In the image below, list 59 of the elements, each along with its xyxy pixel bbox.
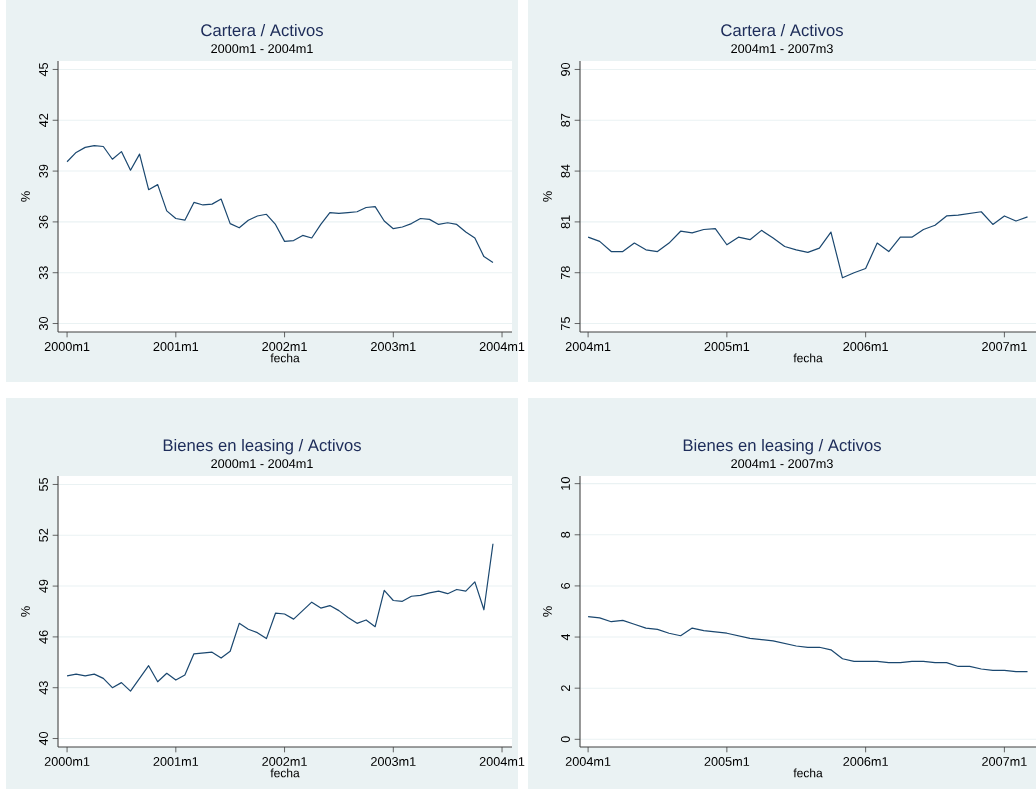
x-tick-label: 2000m1 xyxy=(44,757,90,766)
x-tick-label: 2006m1 xyxy=(843,342,888,351)
y-tick-label: 39 xyxy=(38,164,48,178)
y-tick-label: 84 xyxy=(560,164,570,178)
y-tick-label: 45 xyxy=(39,62,48,77)
y-tick-label: 0 xyxy=(560,736,570,743)
x-tick-label: 2002m1 xyxy=(262,342,307,351)
chart-subtitle: 2004m1 - 2007m3 xyxy=(731,44,833,54)
y-tick-label: 36 xyxy=(38,215,48,229)
x-axis-title: fecha xyxy=(793,768,823,778)
x-tick-label: 2007m1 xyxy=(982,757,1027,766)
y-tick-label: 46 xyxy=(38,630,48,644)
x-tick-label: 2000m1 xyxy=(44,342,90,351)
y-axis-title: % xyxy=(20,606,30,617)
chart-subtitle: 2000m1 - 2004m1 xyxy=(211,44,313,54)
y-tick-label: 55 xyxy=(39,477,48,491)
x-axis-title: fecha xyxy=(793,353,823,363)
y-tick-label: 8 xyxy=(560,531,570,538)
y-tick-label: 33 xyxy=(38,266,48,280)
chart-title: Bienes en leasing / Activos xyxy=(163,438,361,455)
y-tick-label: 6 xyxy=(560,582,570,589)
x-tick-label: 2004m1 xyxy=(565,757,611,766)
x-tick-label: 2004m1 xyxy=(565,342,611,351)
x-axis-title: fecha xyxy=(270,353,300,363)
y-tick-label: 52 xyxy=(38,528,48,542)
y-tick-label: 87 xyxy=(560,113,570,127)
y-tick-label: 43 xyxy=(38,681,48,695)
x-tick-label: 2001m1 xyxy=(153,757,199,766)
x-tick-label: 2006m1 xyxy=(843,757,888,766)
x-tick-label: 2003m1 xyxy=(371,342,416,351)
x-tick-label: 2005m1 xyxy=(704,342,750,351)
chart-title: Bienes en leasing / Activos xyxy=(683,438,881,455)
y-axis-title: % xyxy=(542,606,552,617)
chart-subtitle: 2000m1 - 2004m1 xyxy=(211,459,313,469)
x-tick-label: 2005m1 xyxy=(704,757,750,766)
y-tick-label: 10 xyxy=(560,477,570,490)
y-axis-title: % xyxy=(20,191,30,202)
x-tick-label: 2002m1 xyxy=(262,757,307,766)
y-axis-title: % xyxy=(542,191,552,202)
y-tick-label: 2 xyxy=(561,685,570,692)
x-tick-label: 2007m1 xyxy=(982,342,1027,351)
x-tick-label: 2004m1 xyxy=(479,342,525,351)
y-tick-label: 49 xyxy=(38,579,48,593)
chart-title: Cartera / Activos xyxy=(721,23,843,37)
x-tick-label: 2004m1 xyxy=(479,757,525,766)
y-tick-label: 42 xyxy=(39,113,48,128)
x-tick-label: 2003m1 xyxy=(371,757,416,766)
line-series xyxy=(66,145,494,264)
x-axis-title: fecha xyxy=(270,768,300,778)
y-tick-label: 4 xyxy=(561,633,570,641)
y-tick-label: 90 xyxy=(560,62,570,76)
chart-subtitle: 2004m1 - 2007m3 xyxy=(731,459,833,469)
y-tick-label: 40 xyxy=(38,731,48,746)
chart-title: Cartera / Activos xyxy=(201,23,323,37)
y-tick-label: 75 xyxy=(561,317,570,330)
y-tick-label: 81 xyxy=(560,215,570,229)
y-tick-label: 30 xyxy=(38,316,48,331)
x-tick-label: 2001m1 xyxy=(153,342,199,351)
y-tick-label: 78 xyxy=(560,266,570,280)
